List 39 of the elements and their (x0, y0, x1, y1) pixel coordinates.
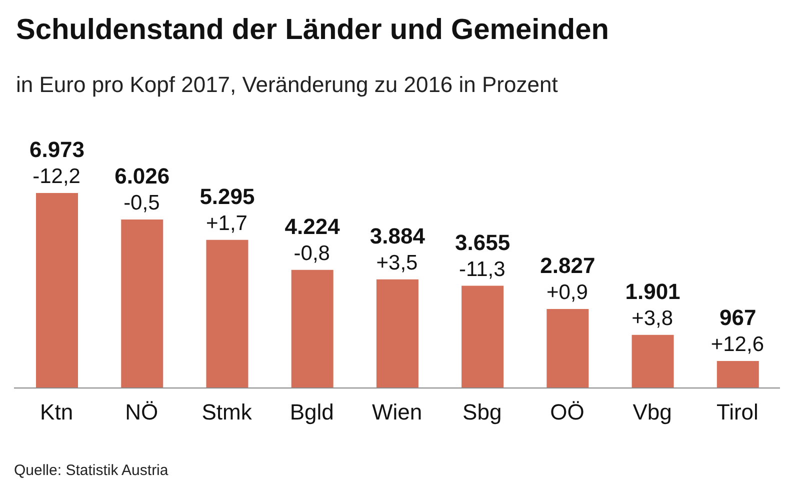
annotation: -11,3 (458, 258, 506, 281)
bar (462, 286, 504, 388)
x-tick-label: Wien (372, 400, 422, 425)
data-label: 3.884 (370, 223, 426, 248)
bar (291, 270, 334, 388)
annotation: +3,5 (376, 251, 418, 274)
data-label: 2.827 (540, 252, 596, 278)
source-note: Quelle: Statistik Austria (14, 462, 168, 479)
chart-title: Schuldenstand der Länder und Gemeinden (16, 14, 609, 47)
data-label: 3.655 (455, 230, 510, 255)
bar (36, 193, 78, 388)
x-tick-label: Tirol (716, 400, 758, 425)
x-tick-label: Bgld (290, 400, 334, 425)
data-label: 4.224 (284, 214, 341, 239)
annotation: +1,7 (206, 212, 248, 235)
x-tick-label: Sbg (462, 400, 502, 425)
x-tick-label: NÖ (125, 400, 158, 425)
annotation: -0,5 (124, 191, 160, 214)
chart-subtitle: in Euro pro Kopf 2017, Veränderung zu 2016 in Prozent (16, 72, 558, 98)
bar (632, 334, 674, 388)
bar (716, 360, 759, 388)
data-label: 5.295 (200, 184, 255, 209)
x-tick-label: Ktn (40, 400, 74, 425)
x-tick-label: Stmk (202, 400, 253, 425)
bar (376, 279, 418, 388)
x-tick-label: Vbg (632, 400, 672, 425)
annotation: +0,9 (546, 280, 588, 304)
annotation: -12,2 (32, 165, 80, 188)
annotation: +12,6 (710, 332, 764, 356)
annotation: +3,8 (632, 306, 674, 330)
bar (206, 240, 248, 388)
bar (546, 308, 589, 388)
data-label: 6.973 (29, 137, 85, 162)
x-tick-label: OÖ (550, 400, 584, 425)
annotation: -0,8 (294, 242, 330, 265)
data-label: 967 (720, 304, 756, 330)
data-label: 6.026 (114, 163, 170, 188)
data-label: 1.901 (625, 278, 680, 304)
bar (121, 219, 164, 388)
